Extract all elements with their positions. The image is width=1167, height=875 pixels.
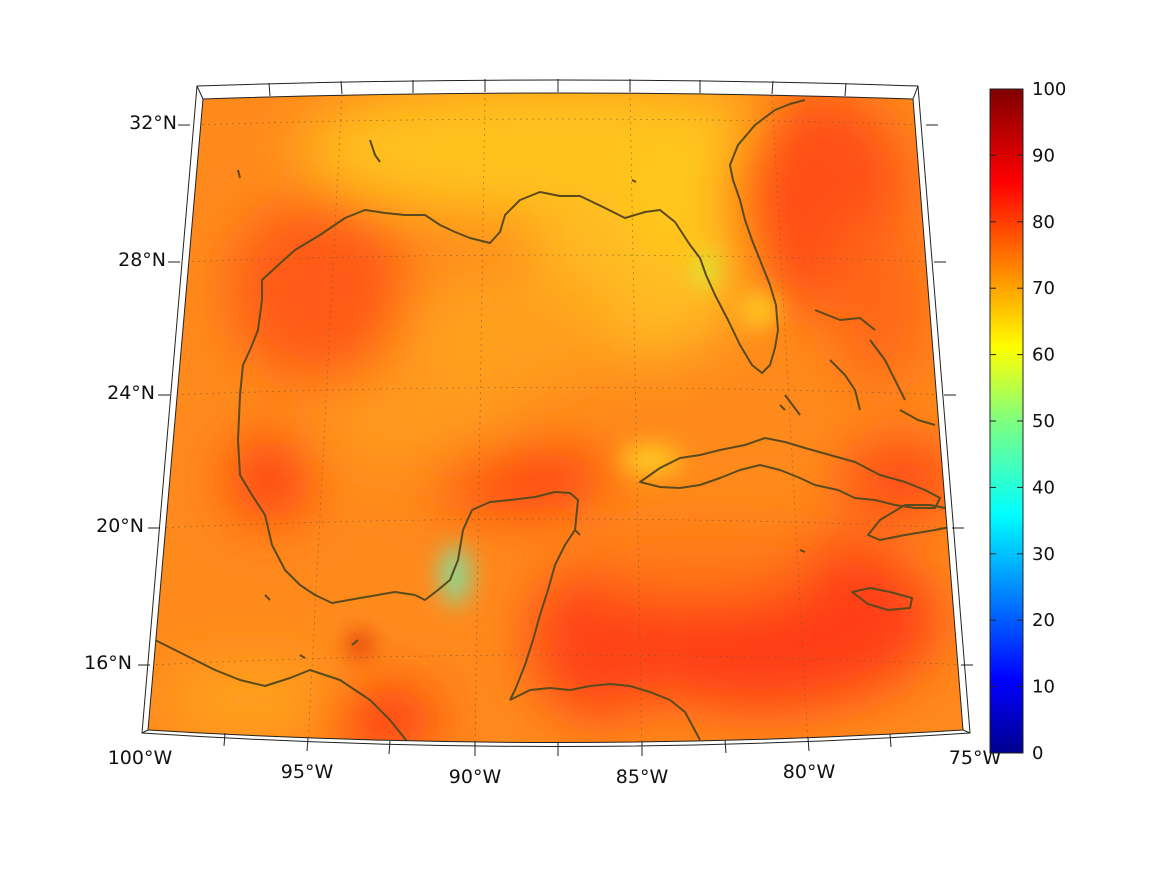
- lon-label-100w: 100°W: [108, 747, 173, 769]
- lat-label-32: 32°N: [129, 112, 177, 134]
- coastlines: [154, 99, 961, 743]
- grid-lat-20: [159, 518, 956, 529]
- grid-lat-28: [179, 254, 939, 263]
- longitude-labels: 100°W 95°W 90°W 85°W 80°W 75°W: [108, 747, 1002, 788]
- atlantic-coastline: [774, 99, 806, 111]
- grid-lon-90: [474, 93, 486, 743]
- lat-label-20: 20°N: [96, 515, 144, 537]
- colorbar-tick-label: 30: [1032, 544, 1055, 565]
- lon-label-90w: 90°W: [449, 766, 502, 788]
- humidity-field: [148, 93, 963, 743]
- colorbar-tick-label: 60: [1032, 345, 1055, 366]
- graticule: [149, 93, 963, 743]
- grid-lon-85: [629, 93, 643, 743]
- lon-label-80w: 80°W: [783, 761, 836, 783]
- caribbean-honduras-coastline: [509, 683, 701, 741]
- lon-label-95w: 95°W: [281, 761, 334, 783]
- colorbar-tick-label: 10: [1032, 677, 1055, 698]
- colorbar: 0 10 20 30 40 50 60 70 80 90 100: [989, 79, 1066, 764]
- hispaniola-coastline: [867, 504, 961, 541]
- bahamas-coastline: [784, 309, 936, 426]
- lat-label-16: 16°N: [84, 652, 132, 674]
- colorbar-tick-label: 0: [1032, 743, 1043, 764]
- map-frame: [138, 79, 973, 756]
- grid-lon-80: [771, 94, 809, 743]
- islands: [237, 139, 806, 659]
- colorbar-tick-label: 70: [1032, 278, 1055, 299]
- yucatan-coastline: [414, 491, 579, 701]
- colorbar-tick-label: 100: [1032, 79, 1066, 100]
- lat-label-24: 24°N: [107, 382, 155, 404]
- colorbar-tick-label: 50: [1032, 411, 1055, 432]
- lon-label-85w: 85°W: [616, 766, 669, 788]
- cuba-coastline: [639, 437, 941, 509]
- jamaica-coastline: [851, 587, 913, 611]
- latitude-labels: 32°N 28°N 24°N 20°N 16°N: [84, 112, 177, 674]
- central-america-coastline: [154, 639, 411, 743]
- lat-label-28: 28°N: [118, 249, 166, 271]
- colorbar-tick-label: 40: [1032, 477, 1055, 498]
- grid-lat-24: [169, 387, 949, 396]
- gulf-coastline: [237, 109, 779, 604]
- lon-label-75w: 75°W: [949, 747, 1002, 769]
- colorbar-tick-label: 80: [1032, 212, 1055, 233]
- grid-lon-95: [307, 94, 343, 743]
- colorbar-tick-label: 20: [1032, 610, 1055, 631]
- colorbar-tick-label: 90: [1032, 145, 1055, 166]
- colorbar-ticks: 0 10 20 30 40 50 60 70 80 90 100: [990, 79, 1066, 764]
